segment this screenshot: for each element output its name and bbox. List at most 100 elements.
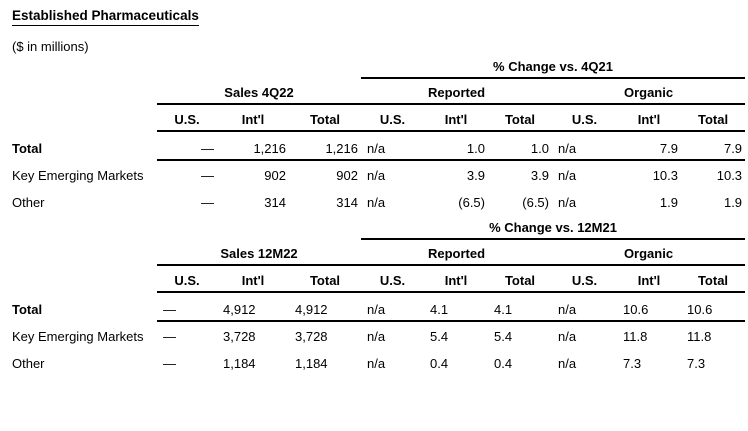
units-note: ($ in millions) — [12, 38, 89, 54]
col-header: U.S. — [552, 112, 617, 132]
value-cell: n/a — [367, 328, 386, 344]
value-cell: 10.3 — [716, 167, 743, 183]
value-cell: — — [157, 302, 217, 322]
col-header: U.S. — [157, 112, 217, 132]
value-cell: n/a — [361, 302, 424, 322]
sales-group-header: Sales 4Q22 — [157, 85, 361, 105]
value-cell: 3,728 — [223, 328, 256, 344]
table-row: Total — 1,216 1,216 n/a 1.0 1.0 n/a 7.9 … — [12, 132, 746, 161]
value-cell: — — [201, 167, 214, 183]
row-label: Total — [12, 140, 43, 156]
sales-group-header: Sales 12M22 — [157, 246, 361, 266]
row-label: Other — [12, 355, 45, 371]
sales-table-12m22: % Change vs. 12M21 Sales 12M22 Reported … — [12, 215, 746, 376]
value-cell: 7.9 — [617, 141, 681, 161]
value-cell: 1,216 — [289, 141, 361, 161]
col-header: Int'l — [617, 273, 681, 293]
col-header: Total — [681, 273, 746, 293]
page-title: Established Pharmaceuticals — [12, 8, 199, 26]
value-cell: (6.5) — [458, 194, 485, 210]
value-cell: 902 — [336, 167, 358, 183]
table-row: Total — 4,912 4,912 n/a 4.1 4.1 n/a 10.6… — [12, 293, 746, 322]
value-cell: 902 — [264, 167, 286, 183]
value-cell: 3.9 — [530, 167, 549, 183]
sales-table-4q22: % Change vs. 4Q21 Sales 4Q22 Reported Or… — [12, 54, 746, 215]
row-label: Other — [12, 194, 45, 210]
row-label: Key Emerging Markets — [12, 167, 144, 183]
value-cell: 4.1 — [488, 302, 552, 322]
col-header: U.S. — [361, 273, 424, 293]
group-header-row: Sales 4Q22 Reported Organic — [12, 79, 746, 105]
change-header-row: % Change vs. 4Q21 — [12, 54, 746, 79]
value-cell: 7.3 — [687, 355, 706, 371]
value-cell: 1.0 — [424, 141, 488, 161]
value-cell: n/a — [367, 167, 386, 183]
value-cell: 10.3 — [652, 167, 678, 183]
value-cell: 1.9 — [723, 194, 743, 210]
value-cell: n/a — [558, 355, 577, 371]
value-cell: n/a — [367, 355, 386, 371]
col-header: U.S. — [361, 112, 424, 132]
value-cell: 4,912 — [217, 302, 289, 322]
value-cell: 0.4 — [494, 355, 513, 371]
group-header-row: Sales 12M22 Reported Organic — [12, 240, 746, 266]
col-header: Total — [681, 112, 746, 132]
value-cell: — — [157, 141, 217, 161]
col-header: U.S. — [157, 273, 217, 293]
col-header: Int'l — [617, 112, 681, 132]
value-cell: 4,912 — [289, 302, 361, 322]
organic-group-header: Organic — [552, 85, 746, 105]
change-header-row: % Change vs. 12M21 — [12, 215, 746, 240]
value-cell: 1,184 — [295, 355, 328, 371]
col-header: Int'l — [217, 273, 289, 293]
value-cell: 7.3 — [623, 355, 642, 371]
col-header: Total — [488, 112, 552, 132]
row-label: Key Emerging Markets — [12, 328, 144, 344]
table-row: Key Emerging Markets — 902 902 n/a 3.9 3… — [12, 161, 745, 188]
value-cell: 1.0 — [488, 141, 552, 161]
value-cell: n/a — [361, 141, 424, 161]
value-cell: 1,216 — [217, 141, 289, 161]
value-cell: 0.4 — [430, 355, 449, 371]
value-cell: 314 — [336, 194, 358, 210]
col-header: Total — [488, 273, 552, 293]
column-header-row: U.S. Int'l Total U.S. Int'l Total U.S. I… — [12, 105, 746, 132]
value-cell: — — [163, 328, 176, 344]
value-cell: 3.9 — [466, 167, 485, 183]
value-cell: (6.5) — [522, 194, 549, 210]
value-cell: 11.8 — [687, 328, 712, 344]
value-cell: 11.8 — [623, 328, 648, 344]
value-cell: n/a — [558, 167, 577, 183]
value-cell: — — [201, 194, 214, 210]
value-cell: n/a — [558, 328, 577, 344]
value-cell: 4.1 — [424, 302, 488, 322]
reported-group-header: Reported — [361, 246, 552, 266]
value-cell: n/a — [552, 302, 617, 322]
col-header: Total — [289, 273, 361, 293]
value-cell: 10.6 — [681, 302, 746, 322]
col-header: Int'l — [217, 112, 289, 132]
change-vs-header: % Change vs. 4Q21 — [361, 59, 746, 79]
column-header-row: U.S. Int'l Total U.S. Int'l Total U.S. I… — [12, 266, 746, 293]
value-cell: 1,184 — [223, 355, 256, 371]
table-row: Other — 314 314 n/a (6.5) (6.5) n/a 1.9 … — [12, 188, 745, 215]
value-cell: — — [163, 355, 176, 371]
value-cell: n/a — [367, 194, 386, 210]
col-header: Int'l — [424, 112, 488, 132]
col-header: Int'l — [424, 273, 488, 293]
col-header: Total — [289, 112, 361, 132]
table-row: Key Emerging Markets — 3,728 3,728 n/a 5… — [12, 322, 745, 349]
value-cell: 314 — [264, 194, 286, 210]
value-cell: n/a — [558, 194, 577, 210]
value-cell: 7.9 — [681, 141, 746, 161]
organic-group-header: Organic — [552, 246, 746, 266]
table-row: Other — 1,184 1,184 n/a 0.4 0.4 n/a 7.3 … — [12, 349, 745, 376]
value-cell: 5.4 — [430, 328, 449, 344]
col-header: U.S. — [552, 273, 617, 293]
value-cell: 10.6 — [617, 302, 681, 322]
value-cell: 1.9 — [659, 194, 678, 210]
value-cell: n/a — [552, 141, 617, 161]
value-cell: 5.4 — [494, 328, 513, 344]
reported-group-header: Reported — [361, 85, 552, 105]
document-page: Established Pharmaceuticals ($ in millio… — [12, 8, 746, 376]
